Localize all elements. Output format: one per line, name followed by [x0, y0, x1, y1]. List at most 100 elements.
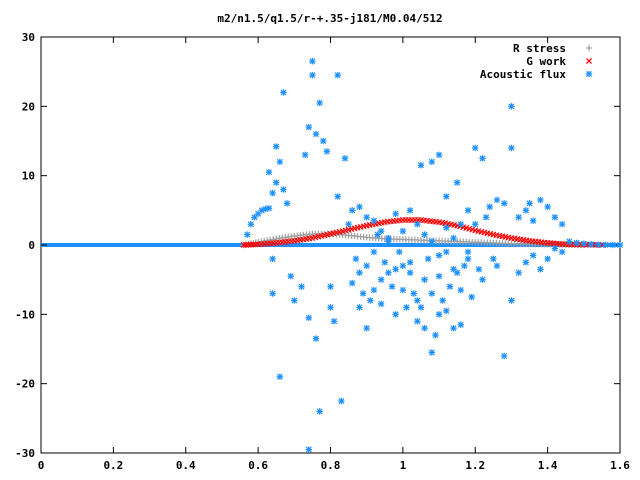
y-tick-label: 20	[22, 100, 35, 113]
data-point	[316, 408, 323, 415]
data-point	[522, 207, 530, 214]
data-point	[558, 248, 566, 256]
data-point	[616, 241, 624, 249]
data-point	[406, 207, 414, 214]
data-point	[490, 255, 497, 263]
y-tick-label: -10	[15, 308, 35, 321]
data-point	[414, 318, 421, 325]
legend-marker	[585, 70, 593, 78]
data-point	[428, 238, 436, 245]
data-point	[338, 397, 345, 405]
data-point	[566, 238, 573, 245]
legend-marker	[585, 44, 593, 52]
data-point	[309, 58, 316, 65]
data-point	[334, 193, 341, 200]
data-point	[472, 144, 479, 152]
data-point	[609, 241, 616, 249]
data-point	[280, 89, 287, 96]
data-point	[345, 221, 352, 228]
series-2	[244, 58, 624, 453]
data-point	[363, 262, 370, 269]
data-point	[385, 234, 392, 242]
data-point	[493, 196, 501, 204]
data-point	[330, 318, 338, 325]
data-point	[363, 214, 370, 221]
data-point	[526, 200, 533, 207]
data-point	[508, 144, 515, 152]
data-point	[472, 221, 479, 228]
data-point	[269, 290, 276, 297]
x-tick-label: 0.6	[248, 459, 268, 472]
data-point	[252, 241, 259, 248]
data-point	[273, 179, 280, 186]
data-point	[305, 314, 312, 321]
data-point	[363, 325, 370, 332]
y-tick-label: 10	[22, 170, 35, 183]
data-point	[522, 259, 530, 266]
data-point	[587, 241, 595, 248]
data-point	[265, 169, 273, 176]
data-point	[388, 283, 396, 290]
y-tick-label: 30	[22, 31, 35, 44]
data-point	[403, 304, 410, 311]
data-point	[349, 207, 356, 214]
data-point	[417, 162, 425, 169]
data-point	[501, 200, 508, 207]
series-1	[240, 217, 605, 248]
data-point	[352, 255, 360, 263]
data-point	[399, 227, 407, 235]
data-point	[414, 297, 421, 304]
data-point	[414, 221, 421, 228]
data-point	[269, 255, 276, 263]
x-tick-label: 1.6	[610, 459, 630, 472]
data-point	[392, 266, 399, 273]
data-point	[245, 241, 252, 248]
data-point	[443, 224, 450, 231]
data-point	[370, 248, 378, 256]
data-point	[370, 286, 378, 294]
data-point	[573, 239, 580, 247]
data-point	[479, 155, 486, 162]
data-point	[435, 311, 443, 318]
data-point	[305, 446, 312, 453]
data-point	[515, 214, 522, 221]
data-point	[359, 290, 367, 297]
legend-label: G work	[526, 55, 566, 68]
data-point	[396, 248, 403, 256]
data-point	[435, 151, 443, 159]
data-point	[428, 349, 436, 356]
data-point	[486, 203, 493, 211]
data-point	[269, 189, 276, 197]
data-point	[428, 290, 436, 297]
data-point	[515, 269, 522, 276]
data-point	[250, 241, 257, 248]
data-point	[417, 304, 425, 311]
data-point	[435, 252, 443, 259]
data-point	[356, 304, 363, 311]
data-point	[341, 155, 349, 162]
data-point	[381, 259, 388, 266]
data-point	[283, 200, 291, 207]
data-point	[327, 283, 334, 290]
data-point	[392, 311, 399, 318]
data-point	[312, 130, 320, 138]
data-point	[399, 262, 407, 269]
data-point	[443, 307, 450, 315]
data-point	[428, 158, 436, 165]
data-point	[243, 241, 250, 248]
data-point	[323, 148, 331, 155]
data-point	[247, 221, 255, 228]
data-point	[501, 352, 508, 360]
data-point	[305, 123, 312, 131]
data-point	[421, 325, 428, 332]
data-point	[298, 283, 305, 290]
data-point	[320, 137, 327, 145]
data-point	[468, 293, 475, 301]
data-point	[508, 103, 515, 110]
data-point	[443, 248, 450, 256]
data-point	[551, 245, 559, 252]
data-point	[280, 186, 287, 193]
data-point	[406, 259, 414, 266]
data-point	[443, 193, 450, 200]
